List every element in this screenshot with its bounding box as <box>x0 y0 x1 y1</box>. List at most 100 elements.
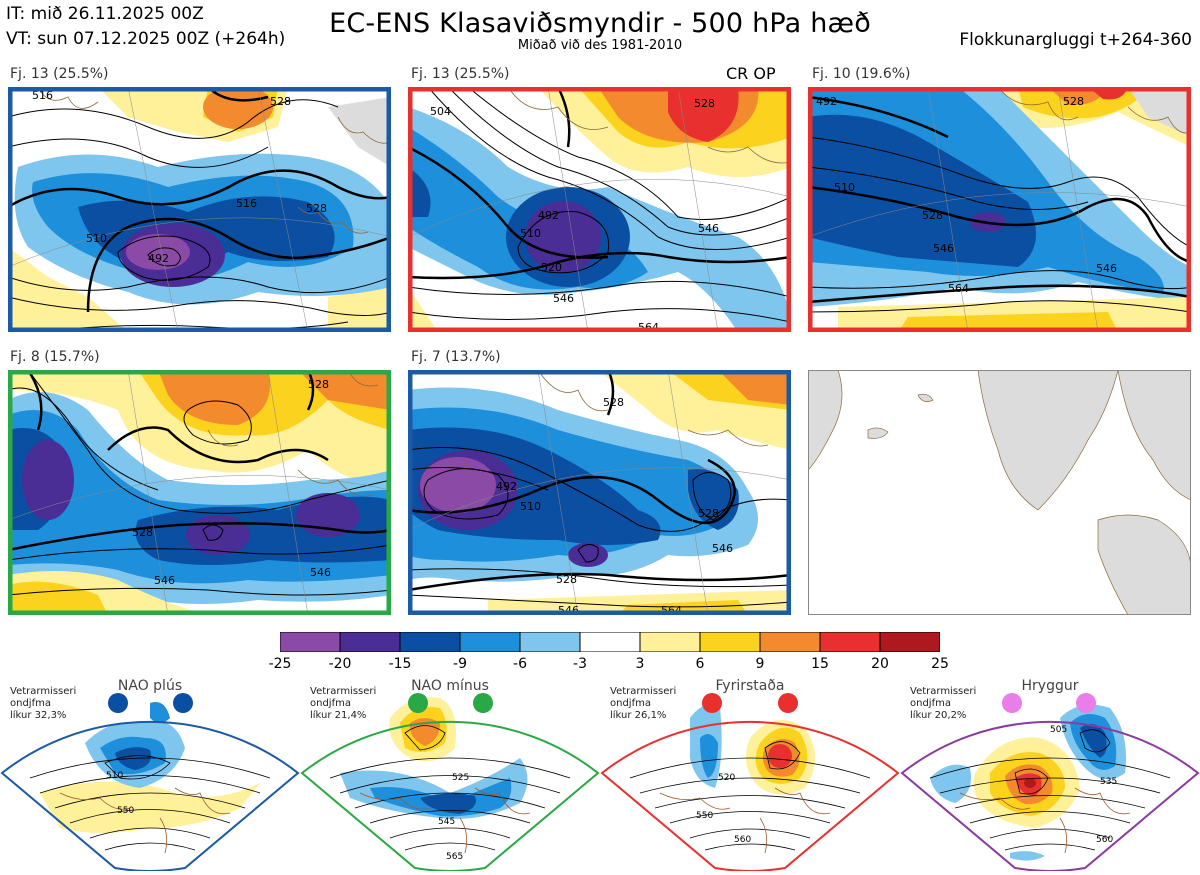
contour-label: 520 <box>541 261 562 274</box>
contour-label: 528 <box>308 378 329 391</box>
color-scale-tick: -20 <box>328 656 352 672</box>
cluster-2-label: Fj. 13 (25.5%) <box>411 66 510 82</box>
contour-label: 510 <box>86 232 107 245</box>
color-scale-bin <box>279 631 341 653</box>
contour-label: 525 <box>452 773 469 783</box>
color-scale-tick: -25 <box>268 656 292 672</box>
cluster-4-border <box>8 370 391 615</box>
cluster-map-5[interactable]: 528 492 510 528 528 546 546 564 <box>408 370 791 615</box>
regime-nao-plus[interactable]: 510 550 NAO plús Vetrarmisseri ondjfma l… <box>0 678 300 872</box>
regime-note: Vetrarmisseri ondjfma líkur 21,4% <box>310 686 377 721</box>
contour-label: 564 <box>638 321 659 332</box>
cluster-3-border <box>808 87 1191 332</box>
regime-title: NAO plús <box>117 678 183 694</box>
regime-note: Vetrarmisseri ondjfma líkur 26,1% <box>610 686 677 721</box>
color-scale-tick: 25 <box>931 656 949 672</box>
contour-label: 546 <box>712 542 733 555</box>
cluster-1-label: Fj. 13 (25.5%) <box>10 66 109 82</box>
contour-label: 492 <box>148 252 169 265</box>
regime-nao-minus[interactable]: 525 545 565 NAO mínus Vetrarmisseri ondj… <box>300 678 600 872</box>
cluster-map-1[interactable]: 516 528 492 510 516 528 <box>8 87 391 332</box>
regime-title: NAO mínus <box>411 678 489 694</box>
contour-label: 546 <box>1096 262 1117 275</box>
contour-label: 528 <box>556 573 577 586</box>
contour-label: 535 <box>1100 777 1117 787</box>
color-scale-bin <box>339 631 401 653</box>
contour-label: 528 <box>270 95 291 108</box>
cluster-5-label: Fj. 7 (13.7%) <box>411 349 501 365</box>
color-scale-tick: 6 <box>695 656 705 672</box>
empty-reference-map <box>808 370 1191 615</box>
contour-label: 510 <box>520 500 541 513</box>
regime-title: Hryggur <box>1021 678 1079 694</box>
contour-label: 528 <box>132 526 153 539</box>
regime-note: Vetrarmisseri ondjfma líkur 20,2% <box>910 686 977 721</box>
contour-label: 528 <box>694 97 715 110</box>
color-scale-bin <box>399 631 461 653</box>
contour-label: 550 <box>117 806 134 816</box>
contour-label: 564 <box>661 604 682 615</box>
contour-label: 492 <box>538 209 559 222</box>
contour-label: 546 <box>310 566 331 579</box>
cluster-3-label: Fj. 10 (19.6%) <box>812 66 911 82</box>
contour-label: 528 <box>698 507 719 520</box>
contour-label: 528 <box>922 209 943 222</box>
init-time: IT: mið 26.11.2025 00Z <box>6 4 204 24</box>
color-scale-tick: -3 <box>573 656 587 672</box>
contour-label: 492 <box>816 95 837 108</box>
contour-label: 510 <box>520 227 541 240</box>
contour-label: 560 <box>1096 835 1113 845</box>
regime-blocking[interactable]: 520 550 560 Fyrirstaða Vetrarmisseri ond… <box>600 678 900 872</box>
color-scale-tick: -9 <box>453 656 467 672</box>
contour-label: 550 <box>696 811 713 821</box>
cluster-5-border <box>408 370 791 615</box>
color-scale-tick: 3 <box>635 656 645 672</box>
classification-window-label: Flokkunargluggi t+264-360 <box>959 30 1192 50</box>
page-title: EC-ENS Klasaviðsmyndir - 500 hPa hæð <box>329 8 871 39</box>
color-scale-bin <box>639 631 701 653</box>
cluster-map-4[interactable]: 528 528 546 546 <box>8 370 391 615</box>
cluster-map-3[interactable]: 492 528 510 528 546 546 564 <box>808 87 1191 332</box>
color-scale-bin <box>459 631 521 653</box>
color-scale <box>279 631 941 653</box>
contour-label: 546 <box>558 604 579 615</box>
color-scale-tick: -15 <box>388 656 412 672</box>
color-scale-bin <box>879 631 941 653</box>
contour-label: 510 <box>106 771 123 781</box>
contour-label: 565 <box>446 852 463 862</box>
color-scale-bin <box>579 631 641 653</box>
page-subtitle: Miðað við des 1981-2010 <box>517 38 683 53</box>
color-scale-tick: -6 <box>513 656 527 672</box>
contour-label: 546 <box>698 222 719 235</box>
contour-label: 516 <box>32 89 53 102</box>
contour-label: 492 <box>496 480 517 493</box>
contour-label: 560 <box>734 835 751 845</box>
color-scale-bin <box>699 631 761 653</box>
contour-label: 510 <box>834 181 855 194</box>
cluster-1-border <box>8 87 391 332</box>
contour-label: 505 <box>1050 725 1067 735</box>
cluster-map-2[interactable]: 504 528 492 510 520 546 546 564 <box>408 87 791 332</box>
regime-ridge[interactable]: 505 535 560 Hryggur Vetrarmisseri ondjfm… <box>900 678 1200 872</box>
control-operational-label: CR OP <box>726 64 776 83</box>
contour-label: 545 <box>438 817 455 827</box>
cluster-4-label: Fj. 8 (15.7%) <box>10 349 100 365</box>
contour-label: 528 <box>603 396 624 409</box>
color-scale-tick: 15 <box>811 656 829 672</box>
color-scale-tick: 20 <box>871 656 889 672</box>
contour-label: 504 <box>430 105 451 118</box>
regime-title: Fyrirstaða <box>715 678 785 694</box>
contour-label: 520 <box>718 773 735 783</box>
color-scale-bin <box>519 631 581 653</box>
regime-note: Vetrarmisseri ondjfma líkur 32,3% <box>10 686 77 721</box>
valid-time: VT: sun 07.12.2025 00Z (+264h) <box>6 29 286 49</box>
contour-label: 546 <box>553 292 574 305</box>
contour-label: 528 <box>306 202 327 215</box>
cluster-2-border <box>408 87 791 332</box>
contour-label: 546 <box>933 242 954 255</box>
contour-label: 564 <box>948 282 969 295</box>
color-scale-bin <box>759 631 821 653</box>
color-scale-tick: 9 <box>755 656 765 672</box>
contour-label: 546 <box>154 574 175 587</box>
color-scale-bin <box>819 631 881 653</box>
